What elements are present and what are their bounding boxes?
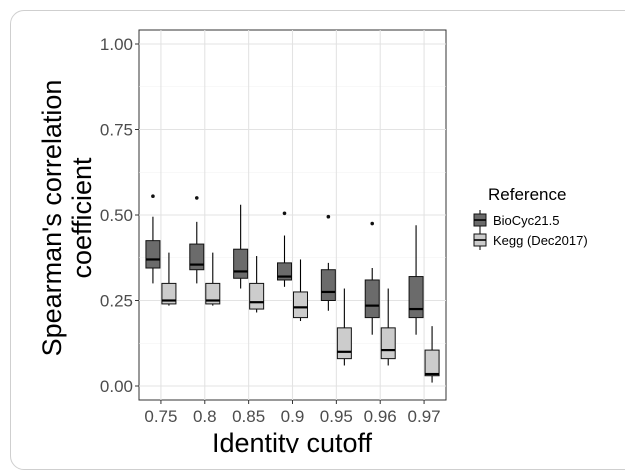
y-tick-label: 0.00 [100, 377, 133, 396]
y-tick-label: 0.75 [100, 121, 133, 140]
box-series [145, 194, 440, 383]
box-body [249, 282, 265, 310]
box-body [233, 248, 249, 279]
outlier-point [282, 211, 287, 216]
box-body [336, 327, 352, 360]
x-tick-label: 0.75 [144, 407, 177, 426]
outlier-point [151, 194, 155, 198]
y-tick-label: 0.50 [100, 206, 133, 225]
box-body [293, 291, 308, 319]
boxplot-chart: 0.000.250.500.751.00 0.75 0.8 0.85 0.9 0.95 0… [37, 29, 588, 453]
box-body [364, 279, 380, 319]
legend-label: Kegg (Dec2017) [493, 233, 588, 248]
box-body [380, 327, 396, 360]
x-tick-label: 0.85 [232, 407, 265, 426]
box-biocyc [189, 196, 205, 284]
x-tick-label: 0.8 [193, 407, 217, 426]
box-body [408, 276, 424, 319]
box-kegg [161, 252, 177, 306]
x-tick-label: 0.97 [408, 407, 441, 426]
x-tick-label: 0.9 [281, 407, 305, 426]
x-axis-title: Identity cutoff [212, 428, 373, 453]
x-axis-ticks: 0.75 0.8 0.85 0.9 0.95 0.96 0.97 [144, 400, 441, 426]
grid-lines [139, 30, 446, 400]
outlier-point [326, 214, 331, 219]
box-biocyc [233, 204, 249, 289]
outlier-point [194, 196, 199, 200]
box-kegg [336, 288, 352, 366]
box-kegg [249, 256, 265, 313]
outlier-point [370, 221, 375, 226]
x-tick-label: 0.96 [364, 407, 397, 426]
box-body [320, 269, 336, 302]
box-kegg [424, 326, 440, 383]
y-tick-label: 0.25 [100, 292, 133, 311]
box-biocyc [145, 194, 161, 284]
y-axis-title-line2: coefficient [67, 157, 97, 279]
y-tick-label: 1.00 [100, 35, 133, 54]
box-biocyc [408, 225, 424, 335]
x-tick-label: 0.95 [320, 407, 353, 426]
y-axis-title-line1: Spearman's correlation [37, 80, 67, 357]
box-biocyc [320, 214, 336, 311]
y-axis-ticks: 0.00 0.25 0.50 0.75 1.00 [100, 35, 139, 396]
box-body [161, 282, 177, 305]
box-kegg [205, 252, 221, 306]
box-kegg [293, 259, 308, 322]
box-biocyc [364, 221, 380, 335]
box-body [205, 282, 221, 305]
box-body [189, 243, 205, 271]
legend: Reference BioCyc21.5 Kegg (Dec2017) [473, 185, 588, 250]
box-body [424, 349, 440, 377]
legend-label: BioCyc21.5 [493, 213, 559, 228]
box-kegg [380, 288, 396, 366]
box-biocyc [277, 211, 292, 287]
legend-title: Reference [488, 185, 566, 204]
box-body [145, 240, 161, 269]
